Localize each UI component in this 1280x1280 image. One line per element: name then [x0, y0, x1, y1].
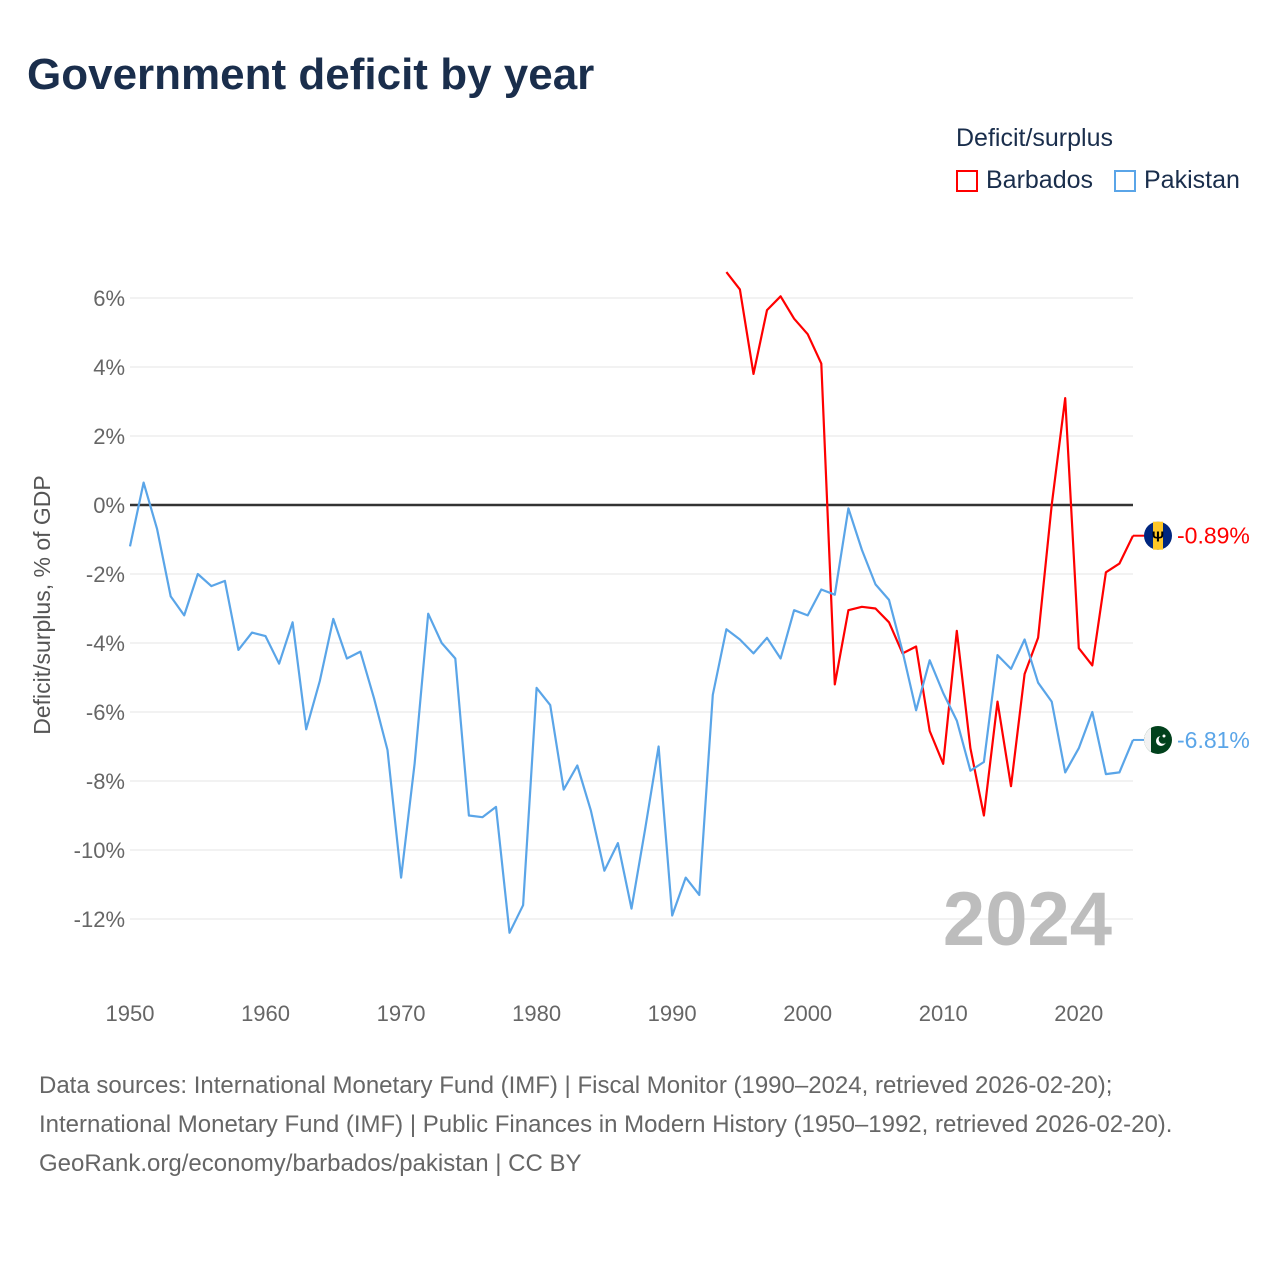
- x-tick-label: 1950: [106, 1001, 155, 1026]
- series-line-pakistan: [128, 481, 1135, 934]
- footer: Data sources: International Monetary Fun…: [39, 1066, 1239, 1183]
- y-tick-label: 2%: [93, 424, 125, 449]
- legend-item-barbados[interactable]: Barbados: [956, 166, 1093, 195]
- data-sources: Data sources: International Monetary Fun…: [39, 1072, 1173, 1138]
- year-watermark: 2024: [943, 877, 1112, 962]
- y-tick-label: -8%: [86, 769, 125, 794]
- legend-label: Barbados: [986, 166, 1094, 194]
- x-tick-label: 2000: [783, 1001, 832, 1026]
- credit-link[interactable]: GeoRank.org/economy/barbados/pakistan | …: [39, 1150, 582, 1177]
- pakistan-flag-icon: [1144, 725, 1172, 754]
- y-tick-label: -10%: [74, 838, 125, 863]
- y-axis-label: Deficit/surplus, % of GDP: [29, 475, 55, 734]
- end-labels: Ψ -0.89% -6.81%: [1133, 521, 1250, 754]
- barbados-flag-icon: Ψ: [1144, 521, 1172, 550]
- series-line-barbados: [725, 271, 1134, 817]
- legend-item-pakistan[interactable]: Pakistan: [1114, 166, 1240, 195]
- crescent-cut: [1158, 735, 1168, 744]
- y-tick-label: -12%: [74, 907, 125, 932]
- y-tick-label: 0%: [93, 493, 125, 518]
- y-tick-label: 6%: [93, 286, 125, 311]
- legend-label: Pakistan: [1144, 166, 1240, 194]
- line-chart: 6% 4% 2% 0% -2% -4% -6% -8% -10% -12% 1950 1960 1970…: [29, 271, 1250, 1026]
- end-value-label: -0.89%: [1177, 523, 1250, 549]
- legend-title: Deficit/surplus: [956, 124, 1113, 152]
- y-tick-label: 4%: [93, 355, 125, 380]
- x-tick-label: 1990: [648, 1001, 697, 1026]
- chart-title: Government deficit by year: [27, 50, 595, 99]
- y-tick-label: -6%: [86, 700, 125, 725]
- x-tick-label: 2010: [919, 1001, 968, 1026]
- star: [1162, 734, 1166, 738]
- flag-band: [1153, 521, 1163, 550]
- x-tick-label: 1970: [377, 1001, 426, 1026]
- legend-swatch-barbados: [956, 169, 978, 192]
- y-tick-label: -4%: [86, 631, 125, 656]
- legend-swatch-pakistan: [1114, 169, 1136, 192]
- trident-glyph: Ψ: [1152, 529, 1164, 546]
- gridlines: 6% 4% 2% 0% -2% -4% -6% -8% -10% -12% 1950 1960 1970…: [74, 286, 1133, 1026]
- flag-hoist: [1144, 727, 1151, 753]
- x-tick-label: 1980: [512, 1001, 561, 1026]
- end-value-label: -6.81%: [1177, 727, 1250, 753]
- series-lines: [128, 271, 1135, 934]
- x-tick-label: 2020: [1054, 1001, 1103, 1026]
- y-tick-label: -2%: [86, 562, 125, 587]
- x-tick-label: 1960: [241, 1001, 290, 1026]
